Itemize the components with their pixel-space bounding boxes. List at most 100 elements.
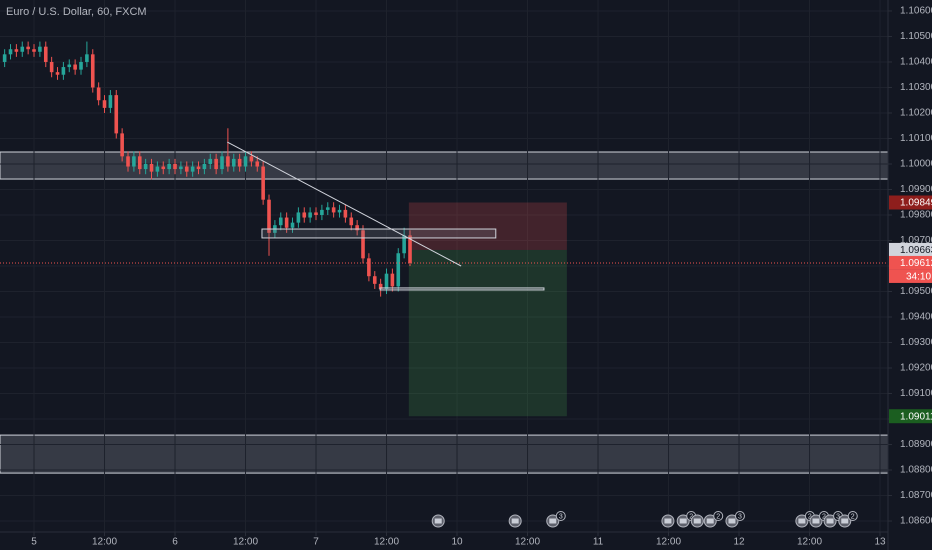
candle-body [184,166,189,172]
candle-body [38,46,42,52]
candle-body [126,156,130,167]
candle-body [367,258,371,277]
candle-body [390,273,395,287]
candle-body [8,49,13,55]
event-badge [734,511,745,521]
x-tick-label: 12:00 [92,537,117,548]
zone [0,434,889,474]
candle-body [402,235,406,254]
y-tick-label: 1.09400 [900,312,932,323]
candle-body [43,46,48,62]
box [261,228,497,239]
y-tick-label: 1.08600 [900,516,932,527]
event-flag [798,518,806,524]
event-flag [511,518,519,524]
candle-body [220,156,224,170]
zone [0,151,889,180]
x-tick-label: 11 [593,537,604,548]
event-count: 3 [836,513,840,520]
candle-body [26,46,30,50]
y-tick-label: 1.09100 [900,388,932,399]
candle-body [249,156,254,162]
y-tick-label: 1.09200 [900,363,932,374]
x-tick-label: 12 [733,537,745,548]
candle-body [20,46,25,52]
y-tick-label: 1.08700 [900,490,932,501]
stop-label: 1.09849 [900,198,932,209]
y-tick-label: 1.10200 [900,108,932,119]
event-flag [434,518,442,524]
countdown-bg [889,269,932,283]
candle-body [190,166,195,172]
y-tick-label: 1.10400 [900,57,932,68]
candle-body [384,273,389,289]
candle-body [2,54,7,62]
candle-body [302,212,307,218]
candle-body [214,158,218,170]
y-tick-label: 1.09700 [900,235,932,246]
candle-body [202,163,207,170]
candle-body [143,163,148,170]
candle-body [337,209,342,213]
y-tick-label: 1.09800 [900,210,932,221]
last-price-label-bg [889,255,932,270]
candle-body [320,209,324,215]
event-flag [664,518,672,524]
x-tick-label: 12:00 [656,537,681,548]
y-tick-label: 1.10300 [900,82,932,93]
target-zone [408,249,567,417]
candle-body [73,64,77,70]
axis-layer: 1.086001.087001.088001.089001.090001.091… [31,6,932,548]
candle-body [314,212,318,215]
target-label: 1.09011 [900,411,932,422]
candle-body [79,61,83,70]
candle-body [355,225,359,231]
candle-body [114,95,119,134]
entry-label: 1.09663 [900,245,932,256]
countdown: 34:10 [906,272,931,283]
y-tick-label: 1.09900 [900,184,932,195]
event-count: 2 [808,513,812,520]
candle-body [396,253,401,287]
candle-body [85,54,89,62]
candle-body [255,161,260,167]
candle-body [61,67,66,75]
candle-body [325,207,330,210]
y-tick-label: 1.08900 [900,439,932,450]
event-flag [826,518,834,524]
candle-body [331,207,336,213]
event-flag [841,518,849,524]
event-flag [679,518,687,524]
y-tick-label: 1.09300 [900,337,932,348]
candle-body [161,166,166,170]
candle-body [155,166,160,172]
event-flag [706,518,714,524]
event-badge [713,511,724,521]
grid-layer [0,0,888,532]
candle-body [267,199,271,233]
overlay-layer [408,202,567,417]
drawing-layer: 3 2 2 3 2 2 3 2 [0,141,888,528]
candle-body [173,163,177,170]
y-tick-label: 1.09500 [900,286,932,297]
candle-body [243,156,248,167]
stop-zone [408,202,567,250]
candle-body [378,283,383,289]
x-tick-label: 10 [451,537,463,548]
event-badge [555,511,566,521]
event-badge [847,511,858,521]
event-count: 3 [559,513,563,520]
last-price-label: 1.09612 [900,258,932,269]
x-tick-label: 5 [31,537,37,548]
candle-body [108,95,113,108]
event-count: 2 [822,513,826,520]
candle-body [296,212,301,223]
event-flag [812,518,820,524]
candle-body [290,222,295,228]
candle-body [102,100,107,108]
candle-body [167,163,171,170]
box [379,287,545,291]
x-tick-label: 12:00 [797,537,822,548]
